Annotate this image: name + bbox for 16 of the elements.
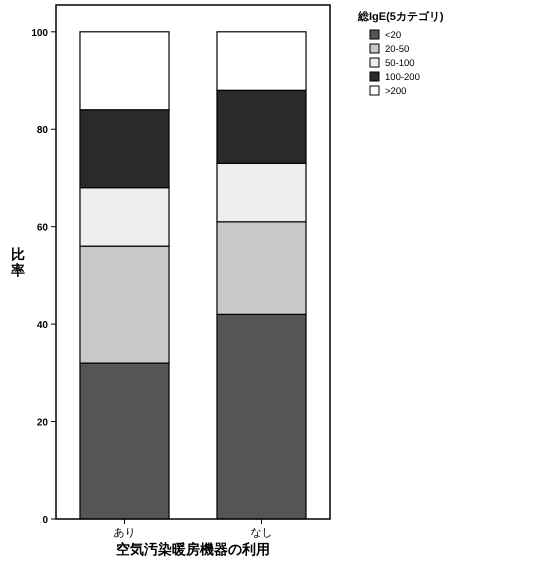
legend-title: 総IgE(5カテゴリ) — [357, 10, 444, 23]
y-tick-label: 20 — [36, 418, 48, 429]
y-tick-label: 100 — [31, 28, 48, 39]
legend-label: 50-100 — [385, 58, 415, 69]
legend-label: <20 — [385, 30, 402, 41]
legend-label: 100-200 — [385, 72, 420, 83]
y-tick-label: 80 — [36, 125, 48, 136]
y-tick-label: 40 — [36, 320, 48, 332]
y-tick-label: 60 — [36, 222, 48, 234]
x-tick-label: あり — [114, 527, 136, 539]
x-axis-title: 空気汚染暖房機器の利用 — [116, 541, 270, 557]
x-tick-label: なし — [250, 527, 272, 539]
y-tick-label: 0 — [42, 515, 48, 526]
legend-label: 20-50 — [385, 44, 410, 55]
y-axis-title: 比率 — [10, 246, 25, 278]
legend-label: >200 — [385, 86, 406, 97]
